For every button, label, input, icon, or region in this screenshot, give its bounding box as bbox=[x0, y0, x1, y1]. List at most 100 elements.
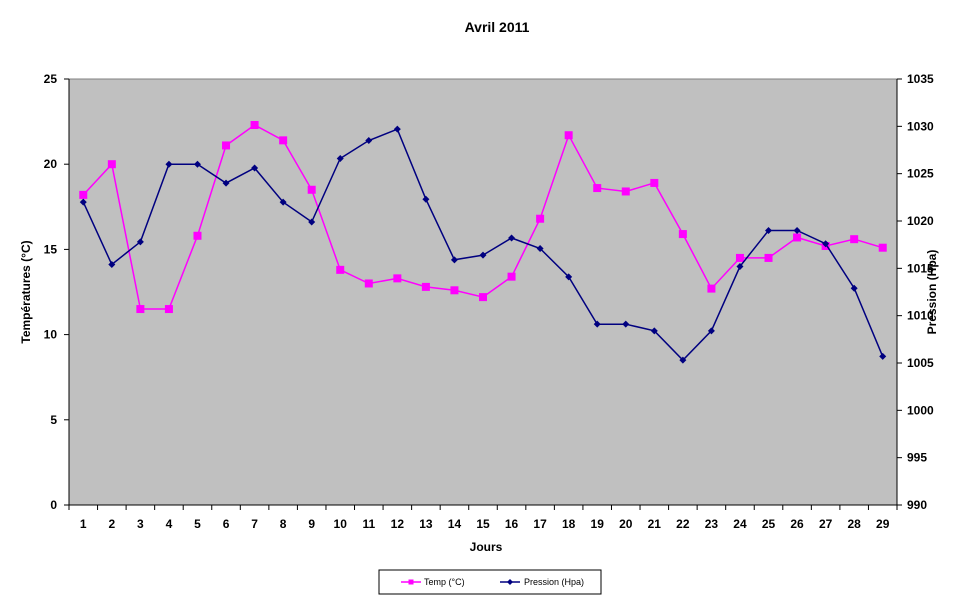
temp-point bbox=[336, 265, 345, 274]
pression-point bbox=[593, 320, 601, 328]
pression-point bbox=[707, 327, 715, 335]
right-tick-label: 1010 bbox=[907, 309, 934, 323]
temp-point bbox=[564, 131, 573, 140]
temp-point bbox=[307, 185, 316, 194]
legend-label-temp: Temp (°C) bbox=[424, 577, 465, 587]
pression-point bbox=[79, 198, 87, 206]
x-tick-label: 23 bbox=[705, 517, 719, 531]
x-tick-label: 27 bbox=[819, 517, 833, 531]
pression-point bbox=[536, 244, 544, 252]
x-tick-label: 15 bbox=[476, 517, 490, 531]
legend-label-pression: Pression (Hpa) bbox=[524, 577, 584, 587]
left-axis-label: Températures (°C) bbox=[19, 240, 33, 343]
x-tick-label: 4 bbox=[166, 517, 173, 531]
left-tick-label: 5 bbox=[50, 413, 57, 427]
left-tick-label: 10 bbox=[44, 328, 58, 342]
pression-point bbox=[279, 198, 287, 206]
pression-point bbox=[365, 137, 373, 145]
pression-point bbox=[193, 160, 201, 168]
temp-point bbox=[850, 235, 859, 244]
legend-marker-temp bbox=[408, 579, 414, 585]
x-tick-label: 11 bbox=[362, 517, 375, 531]
x-tick-label: 16 bbox=[505, 517, 519, 531]
pression-point bbox=[508, 234, 516, 242]
x-tick-label: 5 bbox=[194, 517, 201, 531]
right-tick-label: 1025 bbox=[907, 167, 934, 181]
right-tick-label: 1005 bbox=[907, 356, 934, 370]
temp-point bbox=[678, 230, 687, 239]
x-tick-label: 24 bbox=[733, 517, 747, 531]
temp-point bbox=[621, 187, 630, 196]
x-tick-label: 2 bbox=[108, 517, 115, 531]
temp-point bbox=[707, 284, 716, 293]
x-tick-label: 7 bbox=[251, 517, 258, 531]
pression-point bbox=[136, 238, 144, 246]
temp-point bbox=[393, 274, 402, 283]
left-tick-label: 25 bbox=[44, 72, 58, 86]
pression-point bbox=[736, 262, 744, 270]
x-tick-label: 13 bbox=[419, 517, 433, 531]
pression-point bbox=[450, 256, 458, 264]
right-tick-label: 1000 bbox=[907, 403, 934, 417]
x-tick-label: 10 bbox=[334, 517, 348, 531]
temp-point bbox=[364, 279, 373, 288]
pression-point bbox=[622, 320, 630, 328]
x-tick-label: 29 bbox=[876, 517, 890, 531]
pression-point bbox=[679, 356, 687, 364]
temp-point bbox=[79, 190, 88, 199]
x-tick-label: 25 bbox=[762, 517, 776, 531]
series-layer bbox=[79, 121, 887, 364]
pression-point bbox=[565, 273, 573, 281]
pression-point bbox=[308, 218, 316, 226]
x-axis-label: Jours bbox=[470, 540, 503, 554]
temp-point bbox=[507, 272, 516, 281]
pression-point bbox=[822, 240, 830, 248]
x-tick-label: 22 bbox=[676, 517, 690, 531]
pression-point bbox=[336, 155, 344, 163]
right-tick-label: 1030 bbox=[907, 119, 934, 133]
temp-point bbox=[222, 141, 231, 150]
plot-area bbox=[68, 78, 898, 506]
x-tick-label: 1 bbox=[80, 517, 87, 531]
x-tick-label: 8 bbox=[280, 517, 287, 531]
temp-point bbox=[764, 253, 773, 262]
right-tick-label: 990 bbox=[907, 498, 927, 512]
pression-point bbox=[765, 226, 773, 234]
x-tick-label: 19 bbox=[591, 517, 605, 531]
x-tick-label: 3 bbox=[137, 517, 144, 531]
pression-point bbox=[879, 352, 887, 360]
pression-point bbox=[850, 284, 858, 292]
temp-point bbox=[793, 233, 802, 242]
temp-point bbox=[421, 282, 430, 291]
temp-point bbox=[650, 178, 659, 187]
pression-point bbox=[422, 195, 430, 203]
x-axis: 1 2 3 4 5 6 7 8 9 10 11 12 13 14 15 16 17 18 19 20 21 22 23 24 2… bbox=[68, 504, 898, 531]
x-tick-label: 12 bbox=[391, 517, 405, 531]
temp-point bbox=[279, 136, 288, 145]
chart-title: Avril 2011 bbox=[465, 19, 530, 35]
x-tick-label: 17 bbox=[533, 517, 547, 531]
temp-point bbox=[536, 214, 545, 223]
temp-point bbox=[450, 286, 459, 295]
right-y-axis: 990 995 1000 1005 1010 1015 1020 1025 1030 1035 bbox=[896, 72, 934, 512]
right-tick-label: 1020 bbox=[907, 214, 934, 228]
pression-point bbox=[793, 226, 801, 234]
pression-point bbox=[165, 160, 173, 168]
temp-point bbox=[878, 243, 887, 252]
temp-point bbox=[193, 231, 202, 240]
x-tick-label: 20 bbox=[619, 517, 633, 531]
temp-point bbox=[107, 160, 116, 169]
right-tick-label: 1015 bbox=[907, 261, 934, 275]
right-tick-label: 995 bbox=[907, 451, 927, 465]
pression-point bbox=[393, 125, 401, 133]
temp-point bbox=[593, 184, 602, 193]
temp-point bbox=[136, 305, 145, 314]
x-tick-label: 28 bbox=[847, 517, 861, 531]
x-tick-label: 6 bbox=[223, 517, 230, 531]
pression-point bbox=[251, 164, 259, 172]
temp-point bbox=[479, 293, 487, 302]
x-tick-label: 18 bbox=[562, 517, 576, 531]
x-tick-label: 14 bbox=[448, 517, 462, 531]
pression-point bbox=[650, 327, 658, 335]
